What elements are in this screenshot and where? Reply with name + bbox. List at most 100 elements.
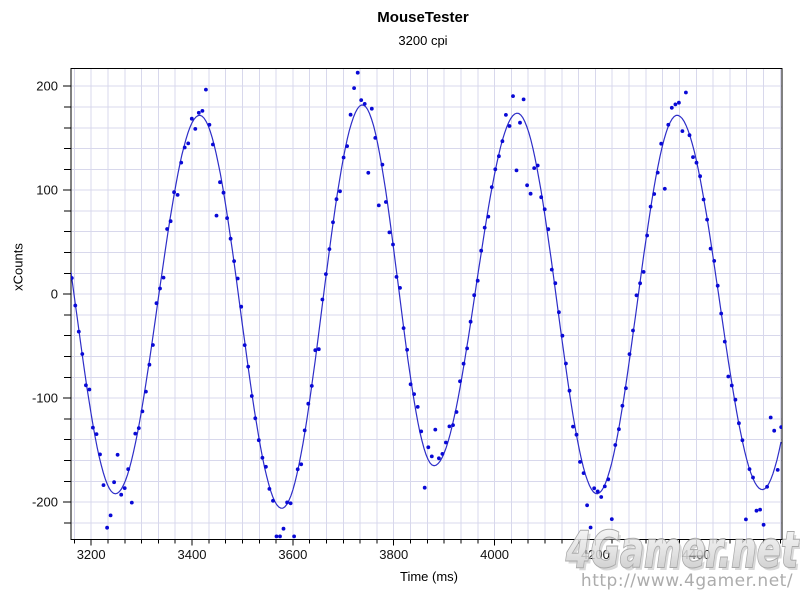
data-point — [398, 286, 402, 290]
data-point — [528, 191, 533, 196]
data-point — [235, 276, 240, 281]
data-point — [504, 113, 508, 117]
data-point — [207, 122, 212, 127]
data-point — [641, 270, 646, 274]
data-point — [740, 438, 745, 443]
data-point — [405, 347, 409, 352]
chart-subtitle: 3200 cpi — [398, 33, 448, 48]
data-point — [278, 534, 282, 539]
y-tick-label: 100 — [36, 183, 58, 198]
data-point — [546, 227, 551, 232]
data-point — [80, 352, 85, 356]
data-point — [634, 293, 639, 298]
data-point — [408, 382, 413, 387]
x-tick-label: 4400 — [682, 547, 711, 562]
data-point — [567, 388, 572, 393]
watermark-url: http://www.4gamer.net/ — [581, 571, 793, 591]
data-point — [422, 485, 427, 490]
data-point — [472, 293, 477, 298]
data-point — [161, 275, 166, 280]
y-tick-label: -200 — [32, 495, 58, 510]
data-point — [348, 112, 353, 117]
data-point — [698, 174, 702, 179]
data-point — [71, 276, 74, 280]
data-point — [571, 424, 575, 429]
data-point — [511, 94, 515, 98]
data-point — [595, 489, 600, 494]
data-point — [631, 328, 635, 333]
data-point — [288, 501, 293, 506]
data-point — [285, 500, 289, 505]
data-point — [306, 401, 311, 406]
data-point — [609, 517, 614, 521]
data-point — [316, 347, 321, 352]
data-point — [359, 98, 364, 102]
data-point — [175, 193, 180, 197]
data-point — [708, 246, 713, 251]
x-tick-label: 4000 — [480, 547, 509, 562]
data-point — [136, 426, 141, 430]
data-point — [768, 415, 773, 420]
data-point — [369, 106, 374, 111]
data-point — [101, 483, 106, 487]
data-point — [76, 329, 81, 334]
watermark-logo-shadow: 4Gamer.net — [568, 524, 800, 582]
data-point — [140, 409, 145, 414]
data-point — [186, 141, 191, 146]
data-point — [362, 102, 367, 106]
data-point — [412, 392, 416, 396]
data-point — [144, 389, 148, 394]
data-point — [451, 423, 455, 427]
data-point — [722, 339, 727, 344]
data-point — [274, 534, 279, 539]
data-point — [256, 438, 261, 443]
data-point — [737, 421, 741, 426]
data-point — [419, 429, 424, 434]
data-point — [302, 428, 307, 433]
data-point — [73, 303, 78, 308]
data-point — [444, 440, 448, 445]
data-point — [165, 227, 170, 231]
data-point — [331, 220, 335, 225]
data-point — [705, 217, 709, 222]
data-point — [426, 445, 431, 450]
data-point — [687, 133, 692, 138]
data-point — [613, 443, 618, 447]
data-point — [91, 425, 95, 430]
data-point — [497, 154, 501, 159]
data-point — [179, 160, 184, 165]
x-axis-title: Time (ms) — [399, 569, 459, 584]
data-point — [461, 361, 466, 366]
data-point — [384, 200, 388, 204]
data-point — [122, 486, 127, 490]
data-point — [437, 456, 441, 461]
data-point — [267, 487, 272, 491]
watermark-logo: 4Gamer.net — [565, 521, 799, 579]
data-point — [239, 304, 244, 309]
data-point — [338, 189, 342, 194]
data-point — [218, 180, 222, 185]
data-point — [221, 190, 226, 195]
data-point — [182, 145, 187, 150]
data-point — [352, 86, 356, 90]
x-tick-label: 3800 — [379, 547, 408, 562]
data-point — [747, 467, 752, 471]
data-point — [694, 160, 699, 165]
data-point — [147, 362, 152, 367]
data-point — [726, 374, 731, 379]
data-point — [313, 348, 318, 353]
data-point — [271, 498, 275, 503]
data-point — [624, 386, 628, 391]
data-point — [204, 87, 208, 92]
data-point — [214, 213, 219, 218]
data-point — [87, 387, 92, 392]
data-point — [585, 503, 589, 508]
data-point — [334, 197, 339, 202]
data-point — [557, 310, 561, 315]
data-point — [373, 136, 378, 140]
data-point — [532, 166, 537, 171]
data-point — [772, 428, 777, 433]
data-point — [775, 468, 780, 472]
